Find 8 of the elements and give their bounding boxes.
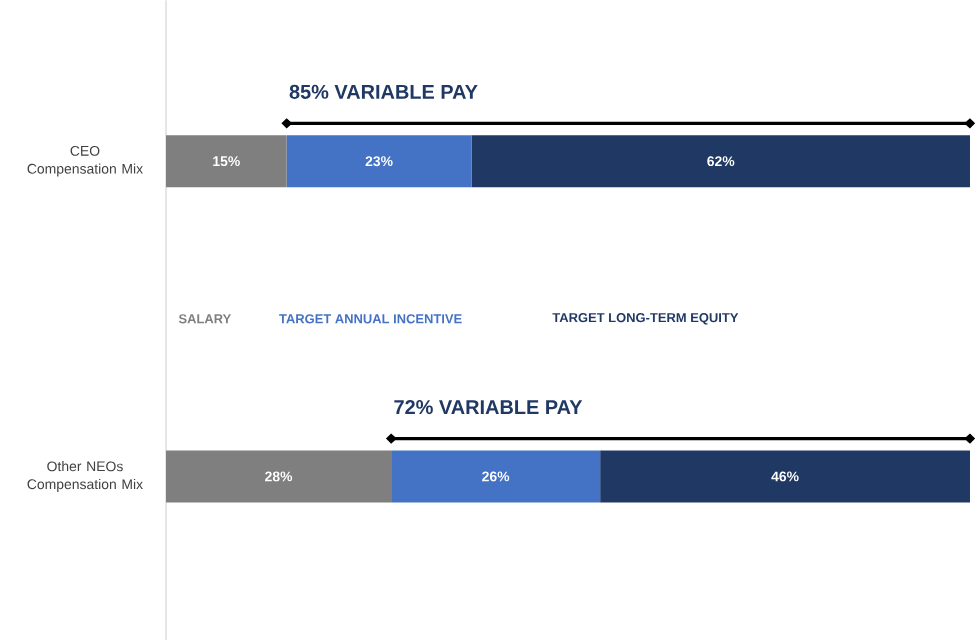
bar [600, 450, 970, 503]
annotation: 85% VARIABLE PAY [289, 84, 478, 99]
bar [471, 134, 970, 187]
annotation: 72% VARIABLE PAY [394, 399, 583, 414]
bar [166, 134, 287, 187]
bar [166, 450, 392, 503]
bar [391, 450, 601, 503]
bar [286, 134, 472, 187]
